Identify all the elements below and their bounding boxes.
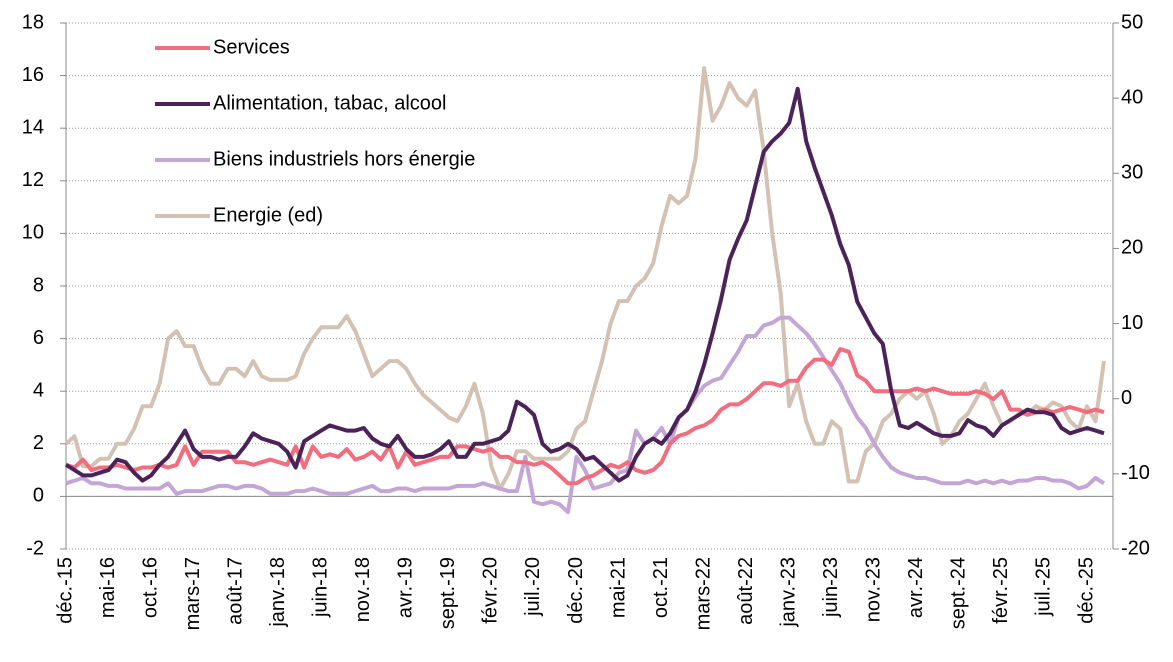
x-tick-label: janv.-23 bbox=[777, 557, 799, 628]
x-tick-label: sept.-19 bbox=[437, 557, 459, 629]
x-tick-label: juil.-20 bbox=[522, 557, 544, 617]
y-tick-label: 8 bbox=[33, 274, 44, 296]
y2-tick-label: 0 bbox=[1121, 387, 1132, 409]
x-tick-label: mai-21 bbox=[607, 557, 629, 618]
series-line bbox=[65, 315, 1106, 515]
legend-label: Services bbox=[213, 36, 290, 58]
x-tick-label: déc.-20 bbox=[565, 557, 587, 624]
x-tick-label: mars-22 bbox=[692, 557, 714, 630]
x-tick-label: nov.-23 bbox=[863, 557, 885, 622]
y-tick-label: 4 bbox=[33, 379, 44, 401]
x-tick-label: déc.-25 bbox=[1075, 557, 1097, 624]
x-tick-label: janv.-18 bbox=[267, 557, 289, 628]
y-tick-label: 2 bbox=[33, 432, 44, 454]
y2-tick-label: 40 bbox=[1121, 86, 1143, 108]
y-tick-label: -2 bbox=[26, 537, 44, 559]
x-tick-label: juil.-25 bbox=[1033, 557, 1055, 617]
x-tick-label: oct.-16 bbox=[139, 557, 161, 618]
y2-tick-label: 50 bbox=[1121, 11, 1143, 33]
x-tick-label: mars-17 bbox=[182, 557, 204, 630]
x-tick-label: juin-23 bbox=[820, 557, 842, 618]
x-tick-label: oct.-21 bbox=[650, 557, 672, 618]
y2-tick-label: 20 bbox=[1121, 237, 1143, 259]
y-tick-label: 18 bbox=[22, 11, 44, 33]
series-line bbox=[65, 347, 1105, 486]
x-tick-label: déc.-15 bbox=[54, 557, 76, 624]
y2-tick-label: 30 bbox=[1121, 162, 1143, 184]
y-tick-label: 6 bbox=[33, 327, 44, 349]
x-tick-label: sept.-24 bbox=[948, 557, 970, 629]
y2-tick-label: -10 bbox=[1121, 462, 1150, 484]
y2-tick-label: -20 bbox=[1121, 537, 1150, 559]
x-tick-label: avr.-24 bbox=[905, 557, 927, 618]
x-tick-label: août-22 bbox=[735, 557, 757, 625]
legend-label: Energie (ed) bbox=[213, 204, 323, 226]
legend-label: Biens industriels hors énergie bbox=[213, 148, 475, 170]
y-tick-label: 16 bbox=[22, 64, 44, 86]
y-tick-label: 12 bbox=[22, 169, 44, 191]
legend-label: Alimentation, tabac, alcool bbox=[213, 92, 446, 114]
x-tick-label: juin-18 bbox=[310, 557, 332, 618]
y2-tick-label: 10 bbox=[1121, 312, 1143, 334]
x-tick-label: mai-16 bbox=[97, 557, 119, 618]
x-tick-label: nov.-18 bbox=[352, 557, 374, 622]
y-tick-label: 10 bbox=[22, 222, 44, 244]
series-line bbox=[64, 66, 1106, 491]
x-tick-label: avr.-19 bbox=[395, 557, 417, 618]
y-tick-label: 0 bbox=[33, 485, 44, 507]
x-tick-label: févr.-20 bbox=[480, 557, 502, 624]
series-line bbox=[64, 86, 1105, 483]
x-tick-label: févr.-25 bbox=[990, 557, 1012, 624]
x-tick-label: août-17 bbox=[224, 557, 246, 625]
y-tick-label: 14 bbox=[22, 116, 44, 138]
